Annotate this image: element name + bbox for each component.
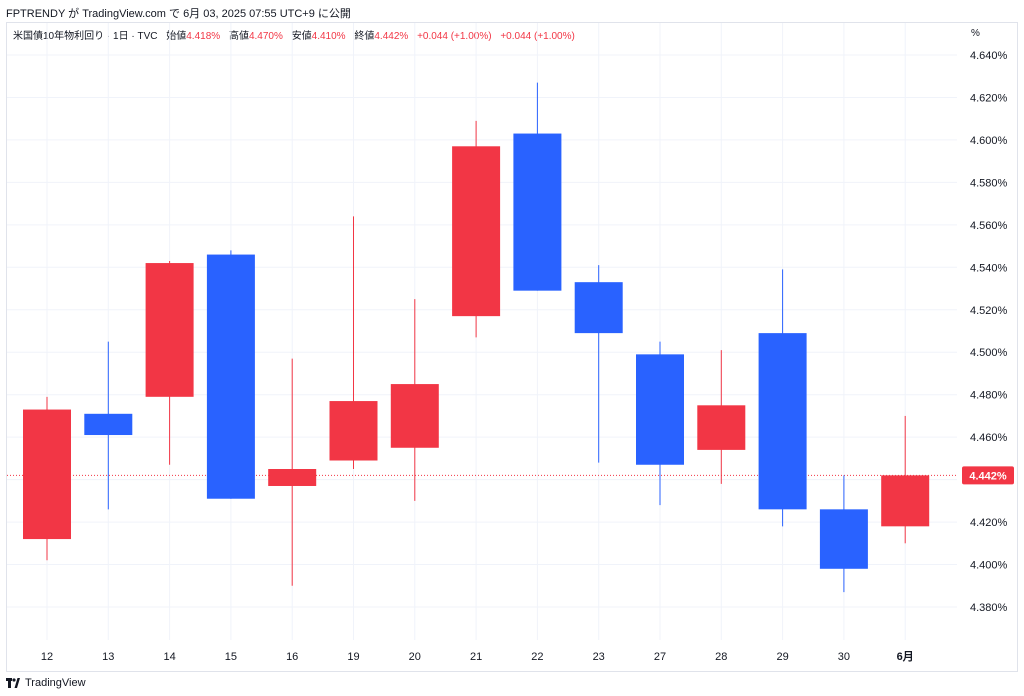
x-tick-label: 14 <box>163 651 175 663</box>
change-value: +0.044 (+1.00%) <box>417 31 492 42</box>
candle-body <box>574 282 623 334</box>
low-label: 安値 <box>291 31 312 42</box>
axis-unit-label[interactable]: % <box>971 28 980 39</box>
last-price-badge: 4.442% <box>962 466 1014 485</box>
candle-body <box>145 263 194 397</box>
x-tick-label: 21 <box>470 651 482 663</box>
candle <box>145 260 194 465</box>
y-tick-label: 4.520% <box>970 305 1008 317</box>
y-tick-label: 4.460% <box>970 432 1008 444</box>
x-tick-label: 22 <box>531 651 543 663</box>
open-label: 始値 <box>166 31 187 42</box>
y-tick-label: 4.400% <box>970 560 1008 572</box>
candle <box>513 82 562 291</box>
candle <box>697 350 746 484</box>
x-tick-label: 27 <box>654 651 666 663</box>
candle <box>452 120 501 338</box>
candle-body <box>452 146 501 317</box>
last-price-label: 4.442% <box>969 470 1007 482</box>
y-tick-label: 4.420% <box>970 517 1008 529</box>
footer-brand: TradingView <box>25 677 86 689</box>
candle <box>390 299 439 501</box>
tradingview-logo-icon <box>6 678 20 688</box>
y-tick-label: 4.600% <box>970 135 1008 147</box>
low-value: 4.410% <box>311 31 346 42</box>
candle-body <box>513 133 562 291</box>
x-tick-label: 15 <box>225 651 237 663</box>
footer: TradingView <box>6 677 86 689</box>
candle <box>84 341 133 510</box>
candle <box>574 265 623 463</box>
x-tick-label: 19 <box>347 651 359 663</box>
candle <box>758 269 807 527</box>
y-tick-label: 4.640% <box>970 50 1008 62</box>
x-tick-label: 20 <box>409 651 421 663</box>
last-price-badge-bg <box>962 466 1014 485</box>
candle <box>636 341 684 506</box>
chart-frame <box>6 22 1018 672</box>
candle-body <box>268 469 317 486</box>
high-label: 高値 <box>228 31 249 42</box>
x-tick-label: 23 <box>593 651 605 663</box>
y-tick-label: 4.540% <box>970 262 1008 274</box>
x-tick-label: 13 <box>102 651 114 663</box>
candle-body <box>329 401 378 461</box>
x-tick-label: 12 <box>41 651 53 663</box>
symbol-label[interactable]: 米国債10年物利回り · 1日 · TVC <box>13 31 158 42</box>
candle <box>881 415 930 544</box>
x-tick-label: 28 <box>715 651 727 663</box>
candle <box>329 216 378 469</box>
candle-body <box>819 509 868 569</box>
candle-body <box>758 333 807 510</box>
x-tick-label: 6月 <box>897 650 914 663</box>
candle-body <box>390 384 439 448</box>
candle <box>268 358 317 586</box>
y-tick-label: 4.500% <box>970 347 1008 359</box>
y-tick-label: 4.620% <box>970 92 1008 104</box>
candle <box>23 396 71 561</box>
candles <box>23 82 930 593</box>
candle-body <box>206 254 255 499</box>
x-tick-label: 16 <box>286 651 298 663</box>
price-axis: 4.380%4.400%4.420%4.440%4.460%4.480%4.50… <box>962 50 1014 614</box>
y-tick-label: 4.380% <box>970 602 1008 614</box>
candle-body <box>881 475 930 527</box>
candle-body <box>636 354 684 465</box>
x-tick-label: 29 <box>776 651 788 663</box>
y-tick-label: 4.560% <box>970 220 1008 232</box>
candle-body <box>697 405 746 450</box>
candle-body <box>84 413 133 436</box>
high-value: 4.470% <box>248 31 283 42</box>
candle <box>206 250 255 499</box>
publish-caption: FPTRENDY が TradingView.com で 6月 03, 2025… <box>6 8 351 20</box>
close-value: 4.442% <box>374 31 409 42</box>
candle <box>819 475 868 593</box>
x-tick-label: 30 <box>838 651 850 663</box>
open-value: 4.418% <box>186 31 221 42</box>
candle-body <box>23 409 71 540</box>
y-tick-label: 4.480% <box>970 390 1008 402</box>
close-label: 終値 <box>354 31 375 42</box>
y-tick-label: 4.580% <box>970 177 1008 189</box>
time-axis: 12 13 14 15 16 19 20 21 22 23 27 28 29 30 6月 <box>41 650 914 663</box>
